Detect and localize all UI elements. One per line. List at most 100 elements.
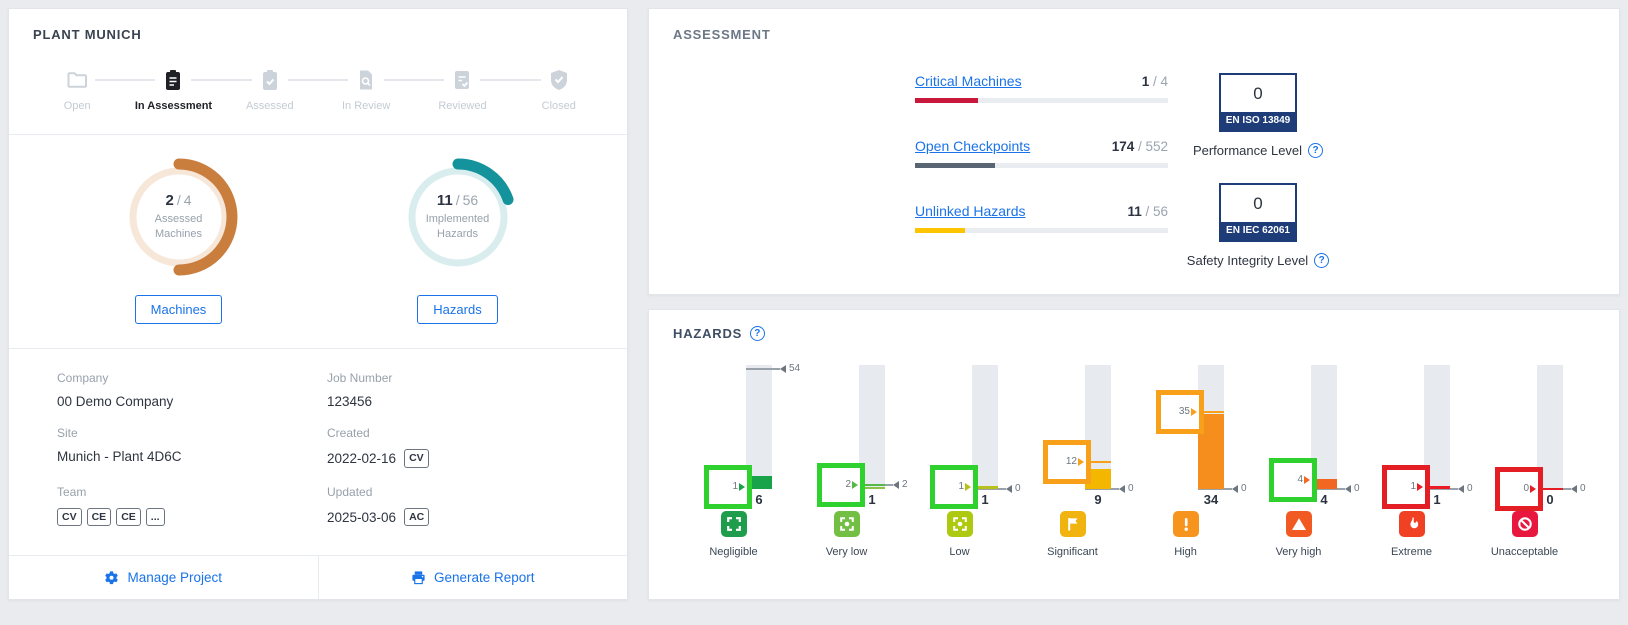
generate-report-button[interactable]: Generate Report <box>319 556 628 599</box>
standards-column: 0 EN ISO 13849 Performance Level ? 0 EN … <box>1187 73 1330 293</box>
performance-level-box: 0 EN ISO 13849 <box>1219 73 1297 132</box>
plant-card: PLANT MUNICH Open In Assessment Assessed… <box>8 8 628 600</box>
hazard-category-label: High <box>1174 546 1197 558</box>
assessment-ratio: 174 / 552 <box>1111 139 1168 154</box>
step-label: In Assessment <box>134 100 213 112</box>
hazard-category-label: Very high <box>1275 546 1322 558</box>
progress-fill <box>915 228 965 233</box>
performance-level-caption: Performance Level ? <box>1193 143 1324 158</box>
team-member-chip: ... <box>145 507 165 527</box>
right-marker-arrow <box>1006 485 1012 493</box>
gear-icon <box>105 571 119 585</box>
team-chips: CV CE CE... <box>57 507 327 527</box>
help-icon[interactable]: ? <box>1308 143 1324 158</box>
hazard-highlight-box <box>1043 440 1091 485</box>
hazard-column: 1 0 1 Low <box>903 365 1021 558</box>
right-marker-value: 0 <box>1467 483 1473 494</box>
left-marker-arrow <box>1304 476 1310 485</box>
bar-fill <box>1424 486 1450 489</box>
sil-box: 0 EN IEC 62061 <box>1219 183 1297 242</box>
bar-fill <box>1311 480 1337 489</box>
bar-fill <box>859 486 885 489</box>
right-marker-line <box>1198 488 1232 490</box>
hazard-bar-cell: 1 54 6 <box>677 363 800 511</box>
hazards-title: HAZARDS <box>673 326 743 341</box>
hazard-count: 1 <box>981 492 989 507</box>
hazard-category-label: Unacceptable <box>1490 546 1559 558</box>
status-stepper: Open In Assessment Assessed In Review Re… <box>9 42 627 135</box>
hazard-count: 4 <box>1320 492 1328 507</box>
hazard-category-label: Extreme <box>1391 546 1432 558</box>
left-marker-arrow <box>739 482 745 491</box>
left-marker-arrow <box>1191 407 1197 416</box>
hazard-category-label: Negligible <box>709 546 758 558</box>
progress-track <box>915 163 1168 168</box>
left-marker-arrow <box>1530 485 1536 493</box>
team-field: Team CV CE CE... <box>57 485 327 527</box>
right-column: ASSESSMENT Critical Machines 1 / 4 Open Ch… <box>648 8 1620 600</box>
step-assessed: Assessed <box>222 68 349 112</box>
right-marker-value: 0 <box>1015 483 1021 494</box>
left-marker-tick <box>1311 479 1337 482</box>
hazard-bar-cell: 4 0 4 <box>1242 365 1360 511</box>
right-marker-line <box>972 488 1006 490</box>
file-check-icon <box>455 71 470 89</box>
focus-dot-icon <box>946 511 973 537</box>
hazards-chart: 1 54 6 Negligible 2 2 1 Very low 1 0 1 Low 12 0 9 Signi… <box>649 363 1619 558</box>
hazard-category-label: Low <box>949 546 970 558</box>
hazard-count: 6 <box>755 492 763 507</box>
machines-button[interactable]: Machines <box>134 295 223 324</box>
plant-title: PLANT MUNICH <box>33 27 142 42</box>
right-marker-value: 0 <box>1354 483 1360 494</box>
step-in-review: In Review <box>318 68 445 112</box>
company-value: 00 Demo Company <box>57 394 174 409</box>
hazards-caption: Implemented Hazards <box>425 213 490 240</box>
progress-fill <box>915 98 979 103</box>
right-marker-value: 0 <box>1580 483 1586 494</box>
updated-date: 2025-03-06 <box>327 509 397 525</box>
hazards-donut: 11/56 Implemented Hazards Hazards <box>396 155 520 324</box>
performance-level-value: 0 <box>1253 84 1263 103</box>
hazard-category-label: Significant <box>1047 546 1098 558</box>
plant-card-footer: Manage Project Generate Report <box>9 555 627 599</box>
left-marker-arrow <box>965 482 971 491</box>
hazard-column: 1 0 1 Extreme <box>1355 365 1473 558</box>
right-marker-arrow <box>893 480 899 489</box>
hazards-card: HAZARDS ? 1 54 6 Negligible 2 2 1 Very low 1 0 1 Lo… <box>648 309 1620 600</box>
left-marker-value: 0 <box>1523 483 1529 494</box>
assessment-link[interactable]: Critical Machines <box>915 73 1022 89</box>
folder-icon <box>67 72 88 88</box>
help-icon[interactable]: ? <box>750 326 766 341</box>
assessment-link[interactable]: Open Checkpoints <box>915 138 1031 154</box>
hazard-column: 0 0 0 Unacceptable <box>1468 365 1586 558</box>
hazard-bar-cell: 2 2 1 <box>790 365 908 511</box>
assessment-rows: Critical Machines 1 / 4 Open Checkpoints 17… <box>915 73 1168 268</box>
hazards-count: 11/56 <box>436 192 479 210</box>
site-field: Site Munich - Plant 4D6C <box>57 426 327 468</box>
hazards-donut-ring <box>408 158 514 267</box>
left-marker-tick <box>1198 410 1224 413</box>
right-marker-value: 54 <box>789 363 801 375</box>
hazard-highlight-box <box>1269 458 1317 503</box>
assessment-ratio: 1 / 4 <box>1141 74 1168 89</box>
hazard-bar-cell: 1 0 1 <box>903 365 1021 511</box>
left-marker-value: 1 <box>732 480 738 492</box>
printer-icon <box>412 571 425 585</box>
step-label: Open <box>63 100 91 112</box>
progress-fill <box>915 163 995 168</box>
right-marker-line <box>1085 488 1119 490</box>
hazard-column: 12 0 9 Significant <box>1016 365 1134 558</box>
machines-caption: Assessed Machines <box>154 213 203 240</box>
hazards-button[interactable]: Hazards <box>417 295 498 324</box>
clipboard-icon <box>166 70 181 90</box>
shield-check-icon <box>550 70 567 90</box>
help-icon[interactable]: ? <box>1314 253 1330 268</box>
right-marker-arrow <box>1345 485 1351 493</box>
left-marker-value: 1 <box>1410 480 1416 492</box>
assessment-link[interactable]: Unlinked Hazards <box>915 203 1026 219</box>
manage-project-button[interactable]: Manage Project <box>9 556 318 599</box>
left-marker-tick <box>1085 461 1111 464</box>
left-marker-arrow <box>1417 482 1423 491</box>
flame-icon <box>1398 511 1425 537</box>
step-label: Closed <box>541 100 576 112</box>
